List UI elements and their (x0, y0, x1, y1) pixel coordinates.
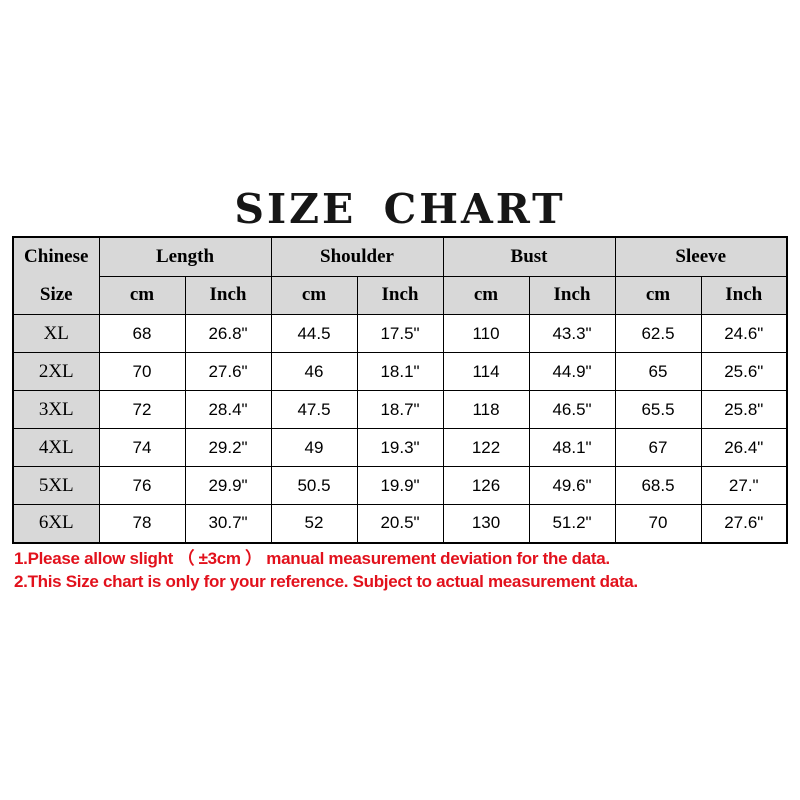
header-unit-row: cm Inch cm Inch cm Inch cm Inch (13, 275, 788, 316)
table-row-xl: XL 68 26.8" 44.5 17.5" 110 43.3" 62.5 24… (12, 314, 788, 353)
value-cell: 46 (270, 352, 358, 391)
value-cell: 49 (270, 428, 358, 467)
page-title: SIZE CHART (234, 185, 566, 233)
corner-header: Chinese Size (12, 236, 100, 315)
table-row-4xl: 4XL 74 29.2" 49 19.3" 122 48.1" 67 26.4" (12, 428, 788, 467)
value-cell: 70 (98, 352, 186, 391)
table-row-5xl: 5XL 76 29.9" 50.5 19.9" 126 49.6" 68.5 2… (12, 466, 788, 505)
value-cell: 51.2" (528, 504, 616, 543)
value-cell: 72 (98, 390, 186, 429)
size-cell: 2XL (12, 352, 100, 391)
size-cell: XL (12, 314, 100, 353)
column-group-sleeve: Sleeve (614, 236, 788, 277)
value-cell: 18.7" (356, 390, 444, 429)
header-group-row: Chinese Size Length Shoulder Bust Sleeve (12, 236, 788, 315)
value-cell: 78 (98, 504, 186, 543)
size-cell: 3XL (12, 390, 100, 429)
value-cell: 27." (700, 466, 788, 505)
value-cell: 48.1" (528, 428, 616, 467)
value-cell: 67 (614, 428, 702, 467)
table-row-3xl: 3XL 72 28.4" 47.5 18.7" 118 46.5" 65.5 2… (12, 390, 788, 429)
footnote-measurement-deviation: 1.Please allow slight （ ±3cm ） manual me… (14, 548, 610, 568)
value-cell: 24.6" (700, 314, 788, 353)
value-cell: 68.5 (614, 466, 702, 505)
value-cell: 18.1" (356, 352, 444, 391)
unit-header-length-inch: Inch (184, 275, 272, 316)
value-cell: 26.8" (184, 314, 272, 353)
column-group-bust: Bust (442, 236, 616, 277)
size-cell: 4XL (12, 428, 100, 467)
value-cell: 62.5 (614, 314, 702, 353)
value-cell: 52 (270, 504, 358, 543)
value-cell: 50.5 (270, 466, 358, 505)
value-cell: 70 (614, 504, 702, 543)
value-cell: 43.3" (528, 314, 616, 353)
unit-header-length-cm: cm (98, 275, 186, 316)
value-cell: 126 (442, 466, 530, 505)
value-cell: 25.8" (700, 390, 788, 429)
value-cell: 118 (442, 390, 530, 429)
value-cell: 110 (442, 314, 530, 353)
footnotes: 1.Please allow slight （ ±3cm ） manual me… (14, 547, 800, 593)
column-group-shoulder: Shoulder (270, 236, 444, 277)
value-cell: 17.5" (356, 314, 444, 353)
corner-header-line2: Size (39, 284, 73, 305)
value-cell: 76 (98, 466, 186, 505)
value-cell: 44.9" (528, 352, 616, 391)
size-cell: 6XL (12, 504, 100, 543)
value-cell: 49.6" (528, 466, 616, 505)
value-cell: 19.9" (356, 466, 444, 505)
value-cell: 19.3" (356, 428, 444, 467)
value-cell: 29.9" (184, 466, 272, 505)
value-cell: 27.6" (700, 504, 788, 543)
value-cell: 20.5" (356, 504, 444, 543)
value-cell: 27.6" (184, 352, 272, 391)
unit-header-sleeve-inch: Inch (700, 275, 788, 316)
value-cell: 25.6" (700, 352, 788, 391)
value-cell: 29.2" (184, 428, 272, 467)
value-cell: 46.5" (528, 390, 616, 429)
unit-header-bust-inch: Inch (528, 275, 616, 316)
value-cell: 28.4" (184, 390, 272, 429)
value-cell: 65 (614, 352, 702, 391)
value-cell: 130 (442, 504, 530, 543)
unit-header-shoulder-cm: cm (270, 275, 358, 316)
column-group-length: Length (98, 236, 272, 277)
table-row-6xl: 6XL 78 30.7" 52 20.5" 130 51.2" 70 27.6" (12, 504, 788, 543)
value-cell: 122 (442, 428, 530, 467)
value-cell: 44.5 (270, 314, 358, 353)
value-cell: 30.7" (184, 504, 272, 543)
value-cell: 74 (98, 428, 186, 467)
value-cell: 114 (442, 352, 530, 391)
value-cell: 47.5 (270, 390, 358, 429)
size-cell: 5XL (12, 466, 100, 505)
table-row-2xl: 2XL 70 27.6" 46 18.1" 114 44.9" 65 25.6" (12, 352, 788, 391)
unit-header-bust-cm: cm (442, 275, 530, 316)
value-cell: 65.5 (614, 390, 702, 429)
size-chart-table: Chinese Size Length Shoulder Bust Sleeve… (12, 236, 788, 544)
unit-header-shoulder-inch: Inch (356, 275, 444, 316)
value-cell: 68 (98, 314, 186, 353)
unit-header-sleeve-cm: cm (614, 275, 702, 316)
value-cell: 26.4" (700, 428, 788, 467)
corner-header-line1: Chinese (24, 246, 89, 267)
footnote-reference-only: 2.This Size chart is only for your refer… (14, 571, 638, 591)
